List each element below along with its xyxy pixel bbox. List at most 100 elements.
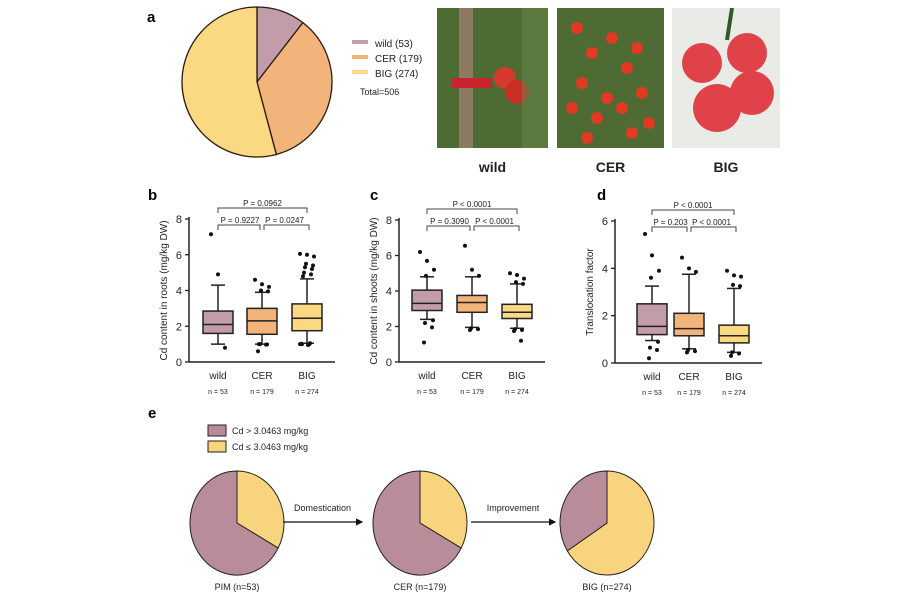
- tomato: [601, 92, 613, 104]
- legend-label-e: Cd > 3.0463 mg/kg: [232, 426, 308, 436]
- outlier-point: [301, 274, 305, 279]
- category-label: wild: [208, 371, 226, 382]
- panel-label-a: a: [147, 9, 156, 26]
- box-wild: [202, 310, 234, 335]
- outlier-point: [304, 261, 308, 266]
- y-tick-label: 2: [176, 321, 182, 333]
- p-value-label: P < 0.0001: [674, 201, 713, 210]
- outlier-point: [685, 350, 689, 355]
- tag: [452, 78, 492, 88]
- outlier-point: [425, 258, 429, 263]
- significance-bracket: [426, 225, 471, 231]
- significance-bracket: [217, 224, 261, 230]
- n-label: n = 53: [208, 389, 228, 396]
- outlier-point: [655, 347, 659, 352]
- outlier-point: [310, 267, 314, 272]
- category-label: CER: [251, 371, 272, 382]
- outlier-point: [656, 339, 660, 344]
- outlier-point: [731, 282, 735, 287]
- n-label: n = 274: [722, 390, 746, 397]
- y-axis-label: Translocation factor: [585, 248, 596, 336]
- tomato: [682, 43, 722, 83]
- tomato: [643, 117, 655, 129]
- outlier-point: [648, 345, 652, 350]
- outlier-point: [312, 254, 316, 259]
- outlier-point: [739, 274, 743, 279]
- outlier-point: [521, 281, 525, 286]
- outlier-point: [418, 249, 422, 254]
- tomato: [606, 32, 618, 44]
- box-CER: [673, 312, 705, 337]
- box-wild: [636, 303, 668, 336]
- outlier-point: [306, 343, 310, 348]
- outlier-point: [650, 253, 654, 258]
- p-value-label: P = 0.0247: [265, 216, 304, 225]
- outlier-point: [264, 342, 268, 347]
- outlier-point: [694, 269, 698, 274]
- y-tick-label: 6: [176, 250, 182, 262]
- panel-label-d: d: [597, 187, 606, 204]
- pie-label: PIM (n=53): [215, 582, 260, 592]
- outlier-point: [647, 356, 651, 361]
- pie-slice-high: [189, 470, 279, 576]
- panel-label-e: e: [148, 405, 156, 422]
- p-value-label: P = 0.203: [653, 218, 688, 227]
- arrow-label: Domestication: [294, 503, 351, 513]
- tomato: [631, 42, 643, 54]
- outlier-point: [430, 325, 434, 330]
- significance-bracket: [651, 209, 735, 215]
- outlier-point: [223, 345, 227, 350]
- outlier-point: [649, 275, 653, 280]
- outlier-point: [298, 342, 302, 347]
- outlier-point: [302, 270, 306, 275]
- n-label: n = 179: [460, 389, 484, 396]
- y-tick-label: 2: [386, 322, 392, 334]
- total-annotation: Total=506: [360, 87, 399, 97]
- tomato: [576, 77, 588, 89]
- legend-swatch-e: [207, 440, 227, 453]
- outlier-point: [520, 328, 524, 333]
- outlier-point: [266, 289, 270, 294]
- tomato: [566, 102, 578, 114]
- boxplot-d: 0 2 4 6 Translocation factor wild n = 53 CER n =…: [585, 201, 762, 397]
- outlier-point: [470, 267, 474, 272]
- pie-e-2: BIG (n=274): [559, 470, 655, 592]
- n-label: n = 53: [417, 389, 437, 396]
- y-axis-label: Cd content in roots (mg/kg DW): [159, 220, 170, 360]
- box-BIG: [718, 324, 750, 344]
- outlier-point: [643, 232, 647, 237]
- outlier-point: [687, 266, 691, 271]
- tomato: [581, 132, 593, 144]
- category-label: wild: [642, 372, 660, 383]
- pie-e-1: CER (n=179): [372, 470, 468, 592]
- p-value-label: P < 0.0001: [453, 200, 492, 209]
- stem: [725, 7, 734, 41]
- outlier-point: [738, 284, 742, 289]
- tomato: [727, 33, 767, 73]
- outlier-point: [256, 349, 260, 354]
- significance-bracket: [690, 226, 737, 232]
- photo-label: wild: [478, 159, 506, 175]
- wild-tomato-photo: [437, 8, 548, 148]
- outlier-point: [260, 282, 264, 287]
- outlier-point: [515, 273, 519, 278]
- outlier-point: [423, 320, 427, 325]
- outlier-point: [522, 276, 526, 281]
- significance-bracket: [426, 208, 518, 214]
- legend-swatch: [352, 40, 368, 44]
- outlier-point: [431, 318, 435, 323]
- pie-slice-high: [372, 470, 462, 576]
- outlier-point: [424, 273, 428, 278]
- y-tick-label: 4: [602, 263, 608, 275]
- outlier-point: [298, 251, 302, 256]
- tomato: [586, 47, 598, 59]
- outlier-point: [693, 349, 697, 354]
- outlier-point: [303, 265, 307, 270]
- outlier-point: [309, 272, 313, 277]
- n-label: n = 274: [295, 389, 319, 396]
- panel-label-b: b: [148, 187, 157, 204]
- panel-label-c: c: [370, 187, 378, 204]
- legend-label: CER (179): [375, 54, 422, 65]
- significance-bracket: [217, 207, 308, 213]
